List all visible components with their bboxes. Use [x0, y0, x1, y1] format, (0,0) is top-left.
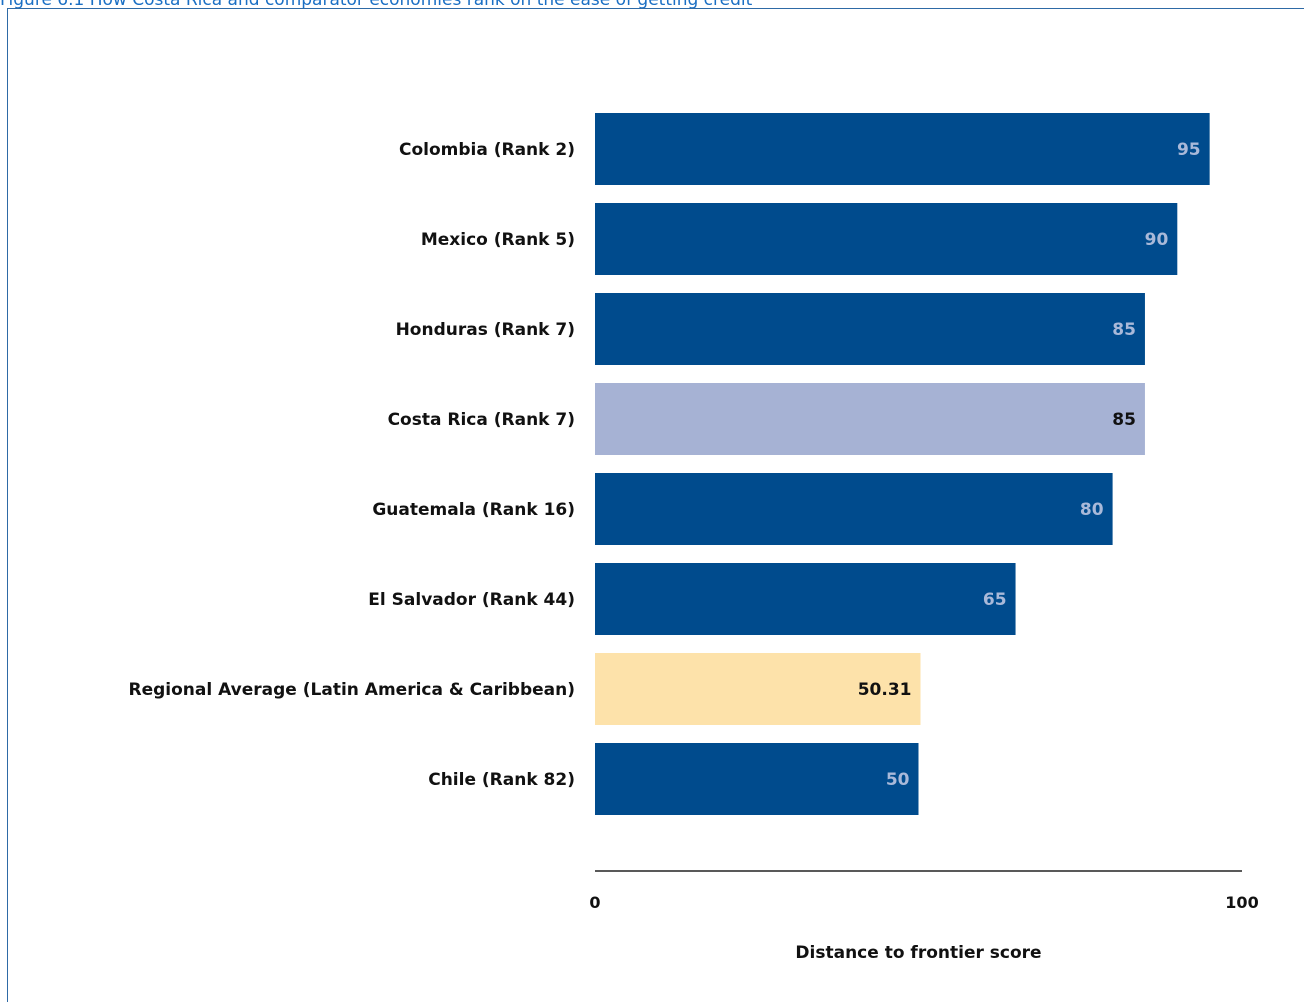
category-label: Guatemala (Rank 16)	[372, 500, 575, 520]
chart-title: Figure 6.1 How Costa Rica and comparator…	[0, 0, 753, 10]
category-label: Honduras (Rank 7)	[396, 320, 575, 340]
bar-value-label: 50.31	[858, 680, 912, 700]
x-tick-label-0: 0	[589, 893, 600, 912]
bar-value-label: 85	[1112, 410, 1136, 430]
bars-group: Colombia (Rank 2) 95 Mexico (Rank 5) 90 Hond…	[129, 113, 1210, 815]
bar	[595, 473, 1113, 545]
bar	[595, 203, 1178, 275]
bar	[595, 743, 919, 815]
bar	[595, 653, 921, 725]
x-tick-label-100: 100	[1225, 893, 1258, 912]
bar-value-label: 50	[886, 770, 910, 790]
bar-value-label: 80	[1080, 500, 1104, 520]
bar-value-label: 90	[1145, 230, 1169, 250]
category-label: El Salvador (Rank 44)	[368, 590, 575, 610]
bar-value-label: 85	[1112, 320, 1136, 340]
bar-value-label: 65	[983, 590, 1007, 610]
bar	[595, 293, 1145, 365]
category-label: Mexico (Rank 5)	[421, 230, 575, 250]
bar	[595, 563, 1016, 635]
category-label: Colombia (Rank 2)	[399, 140, 575, 160]
bar-value-label: 95	[1177, 140, 1201, 160]
bar	[595, 113, 1210, 185]
category-label: Chile (Rank 82)	[428, 770, 575, 790]
category-label: Regional Average (Latin America & Caribb…	[129, 680, 576, 700]
chart-frame	[7, 8, 1304, 1002]
x-axis-label: Distance to frontier score	[795, 943, 1041, 963]
bar	[595, 383, 1145, 455]
category-label: Costa Rica (Rank 7)	[388, 410, 575, 430]
